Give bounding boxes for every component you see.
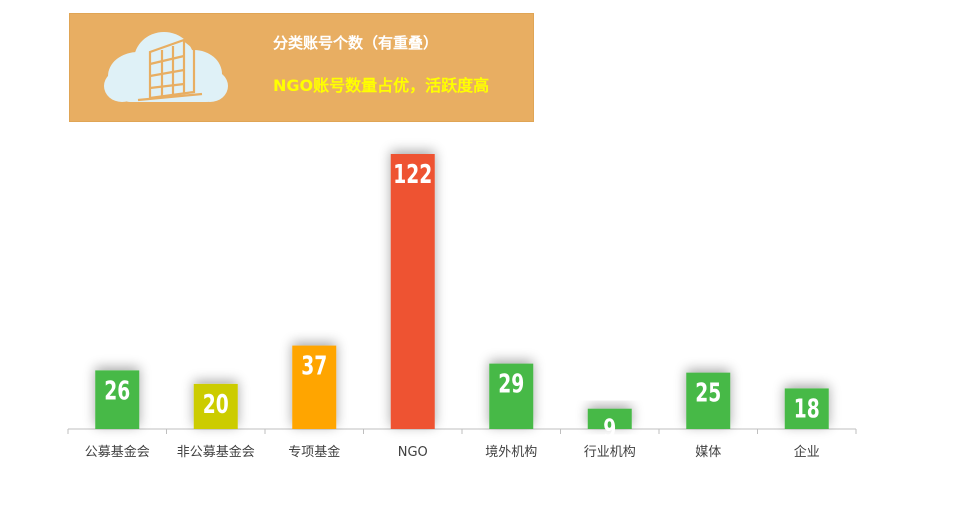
bar-1 [95, 370, 140, 429]
banner-title: 分类账号个数（有重叠） [273, 34, 439, 52]
bar-value-label: 37 [301, 352, 327, 382]
category-label: 公募基金会 [85, 444, 150, 460]
category-label: 媒体 [695, 445, 721, 460]
category-label: 专项基金 [288, 444, 340, 460]
category-label: 非公募基金会 [177, 444, 255, 460]
bar-3 [292, 345, 337, 429]
banner: 分类账号个数（有重叠） NGO账号数量占优，活跃度高 [69, 13, 534, 122]
bar-value-label: 29 [498, 370, 524, 400]
bar-8 [784, 388, 829, 429]
category-label: NGO [398, 445, 428, 460]
bar-value-label: 9 [603, 415, 616, 445]
bar-5 [489, 363, 534, 429]
category-label: 企业 [794, 444, 820, 460]
category-label: 境外机构 [485, 445, 537, 460]
bar-value-label: 122 [393, 160, 432, 190]
category-label: 行业机构 [584, 445, 636, 460]
bar-value-label: 25 [695, 379, 721, 409]
bar-4 [390, 154, 435, 429]
banner-subtitle: NGO账号数量占优，活跃度高 [273, 76, 490, 95]
building-cloud-icon [104, 32, 228, 108]
bar-value-label: 20 [203, 390, 229, 420]
bar-6 [587, 408, 632, 429]
bar-value-label: 18 [794, 394, 820, 424]
bar-2 [193, 383, 238, 429]
bar-7 [686, 372, 731, 429]
bar-value-label: 26 [104, 376, 130, 406]
